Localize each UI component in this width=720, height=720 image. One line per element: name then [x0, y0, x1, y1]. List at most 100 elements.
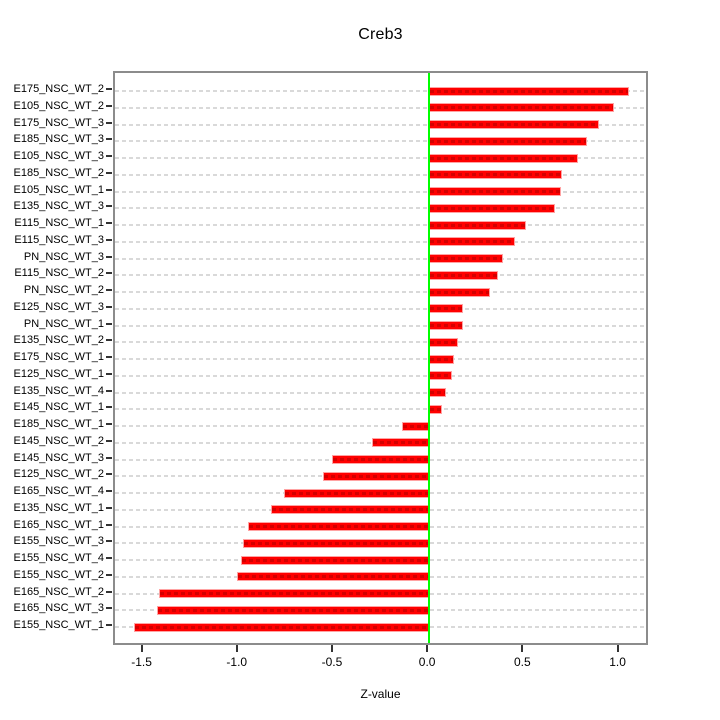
x-tick-label: 0.5: [513, 655, 531, 669]
y-tick-mark: [106, 389, 112, 392]
bar-dash-pattern: [430, 240, 514, 244]
gridline: [115, 140, 646, 143]
gridline: [115, 190, 646, 193]
bar-dash-pattern: [430, 206, 554, 210]
gridline: [115, 425, 646, 427]
bar-E175_NSC_WT_3: [429, 120, 599, 129]
bar-dash-pattern: [285, 491, 429, 495]
y-tick-mark: [106, 473, 112, 476]
bar-dash-pattern: [430, 273, 497, 277]
bar-E115_NSC_WT_1: [429, 220, 527, 230]
y-tick-mark: [106, 356, 112, 358]
gridline: [115, 391, 646, 394]
y-tick-mark: [106, 272, 112, 275]
bar-dash-pattern: [333, 458, 429, 461]
bar-E105_NSC_WT_3: [429, 153, 578, 163]
y-tick-mark: [106, 88, 112, 90]
y-tick-label: E105_NSC_WT_2: [13, 99, 105, 112]
bar-E105_NSC_WT_2: [429, 103, 614, 113]
bar-dash-pattern: [430, 123, 598, 126]
y-tick-label: E115_NSC_WT_2: [14, 267, 104, 280]
y-tick-mark: [106, 138, 112, 141]
gridline: [115, 341, 646, 344]
bar-E175_NSC_WT_1: [429, 354, 454, 364]
y-tick-label: E155_NSC_WT_1: [13, 619, 105, 631]
bar-dash-pattern: [430, 89, 629, 93]
y-tick-label: E125_NSC_WT_3: [13, 300, 105, 313]
y-tick-mark: [106, 590, 112, 593]
gridline: [115, 207, 646, 210]
bar-PN_NSC_WT_3: [429, 254, 504, 263]
bar-E145_NSC_WT_2: [372, 438, 430, 448]
y-tick-label: E145_NSC_WT_1: [13, 401, 105, 414]
bar-dash-pattern: [430, 374, 451, 378]
y-tick-label: E165_NSC_WT_3: [13, 602, 105, 615]
bar-E165_NSC_WT_1: [248, 522, 430, 531]
bar-dash-pattern: [430, 106, 613, 110]
y-tick-label: E115_NSC_WT_1: [14, 217, 104, 229]
y-tick-mark: [106, 490, 112, 492]
bar-E165_NSC_WT_3: [156, 605, 430, 615]
bar-E135_NSC_WT_2: [429, 337, 458, 347]
y-tick-mark: [106, 305, 112, 308]
x-tick-mark: [521, 645, 524, 652]
bar-E185_NSC_WT_2: [429, 170, 563, 180]
x-tick-mark: [426, 645, 429, 652]
bar-E125_NSC_WT_3: [429, 304, 464, 314]
bar-dash-pattern: [430, 290, 490, 294]
bar-E115_NSC_WT_3: [429, 237, 515, 247]
y-tick-label: E155_NSC_WT_3: [13, 535, 105, 548]
bar-dash-pattern: [241, 558, 429, 562]
x-tick-mark: [235, 645, 238, 652]
bar-E155_NSC_WT_4: [240, 555, 430, 565]
bar-dash-pattern: [373, 441, 429, 445]
y-tick-mark: [106, 255, 112, 258]
gridline: [115, 224, 646, 226]
y-tick-label: PN_NSC_WT_3: [23, 250, 104, 263]
bar-dash-pattern: [430, 173, 562, 177]
gridline: [115, 106, 646, 109]
y-tick-label: E135_NSC_WT_3: [13, 200, 105, 213]
x-tick-label: -0.5: [321, 655, 343, 669]
y-tick-label: E165_NSC_WT_4: [13, 485, 105, 497]
x-tick-label: -1.0: [226, 655, 248, 669]
bar-dash-pattern: [135, 625, 429, 629]
bar-dash-pattern: [430, 407, 442, 411]
bar-dash-pattern: [159, 592, 429, 595]
y-tick-label: E165_NSC_WT_2: [13, 585, 105, 598]
bar-PN_NSC_WT_2: [429, 287, 491, 297]
y-tick-label: E105_NSC_WT_3: [13, 150, 105, 162]
y-tick-mark: [106, 624, 112, 626]
gridline: [115, 307, 646, 310]
y-tick-label: E105_NSC_WT_1: [13, 183, 105, 196]
gridline: [115, 274, 646, 277]
y-tick-mark: [106, 523, 112, 526]
gridline: [115, 358, 646, 360]
y-tick-mark: [106, 205, 112, 208]
y-tick-mark: [106, 322, 112, 325]
y-tick-mark: [106, 121, 112, 124]
bar-E155_NSC_WT_3: [242, 538, 430, 548]
bar-dash-pattern: [430, 190, 560, 193]
bar-dash-pattern: [430, 156, 577, 160]
y-tick-mark: [106, 506, 112, 509]
y-tick-label: PN_NSC_WT_2: [23, 284, 104, 296]
y-tick-mark: [106, 557, 112, 559]
bar-dash-pattern: [430, 257, 503, 260]
bar-PN_NSC_WT_1: [429, 321, 464, 330]
gridline: [115, 240, 646, 243]
y-tick-mark: [106, 439, 112, 442]
bar-E125_NSC_WT_1: [429, 371, 452, 381]
bar-E125_NSC_WT_2: [322, 471, 430, 481]
bar-dash-pattern: [430, 307, 463, 311]
x-tick-mark: [616, 645, 619, 652]
plot-area: [113, 71, 648, 645]
gridline: [115, 374, 646, 377]
y-tick-label: E125_NSC_WT_1: [13, 367, 105, 380]
bar-E135_NSC_WT_3: [429, 203, 555, 213]
x-tick-label: 0.0: [418, 655, 436, 669]
y-tick-mark: [106, 155, 112, 157]
bar-E135_NSC_WT_4: [429, 388, 447, 397]
y-tick-mark: [106, 104, 112, 107]
